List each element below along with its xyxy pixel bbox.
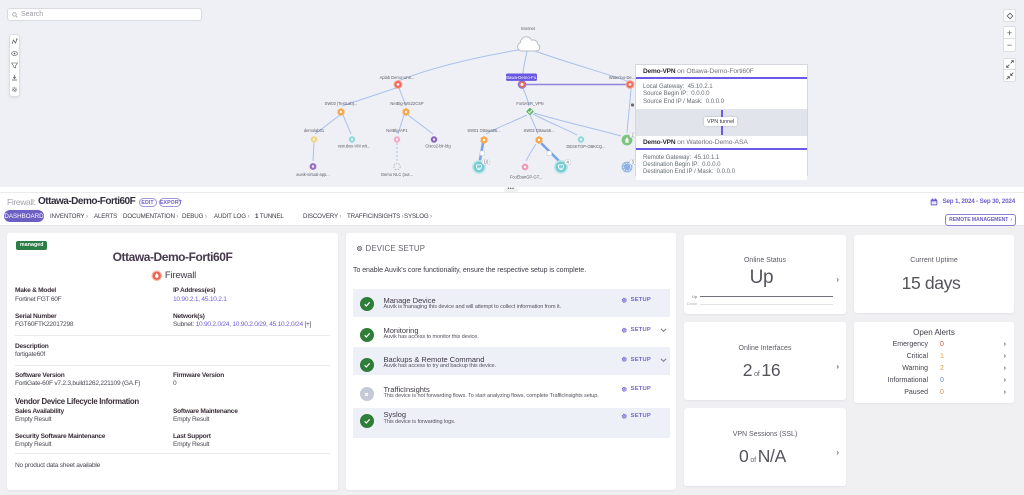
svg-text:DESKTOP-OBKCQ...: DESKTOP-OBKCQ... xyxy=(566,144,605,149)
svg-text:Ottawa-Demo-Fo...: Ottawa-Demo-Fo... xyxy=(503,75,540,80)
svg-text:NetBlg-WS22CSP: NetBlg-WS22CSP xyxy=(390,101,423,106)
svg-text:venubox-VM wit...: venubox-VM wit... xyxy=(338,144,371,149)
svg-text:Waterloo-De...: Waterloo-De... xyxy=(609,75,635,80)
svg-text:NetBlg-AP1: NetBlg-AP1 xyxy=(386,128,408,133)
svg-text:Cisco2-blr-blg: Cisco2-blr-blg xyxy=(425,144,451,149)
svg-text:4: 4 xyxy=(567,160,570,165)
svg-text:auvik-virtual-app...: auvik-virtual-app... xyxy=(296,172,329,177)
svg-text:Internet: Internet xyxy=(521,26,536,31)
svg-text:demolab01: demolab01 xyxy=(304,128,325,133)
svg-text:Demo NLC (out...: Demo NLC (out... xyxy=(381,172,413,177)
svg-text:SW03 (TestLab)...: SW03 (TestLab)... xyxy=(325,101,358,106)
svg-text:2: 2 xyxy=(632,133,635,138)
svg-text:Aplab Demo-Unn...: Aplab Demo-Unn... xyxy=(380,75,415,80)
svg-text:FortiASR_VPN: FortiASR_VPN xyxy=(516,101,543,106)
svg-text:SW01 Ottawa56...: SW01 Ottawa56... xyxy=(467,128,500,133)
svg-text:FcoEbanGP-GT...: FcoEbanGP-GT... xyxy=(510,175,542,180)
svg-text:10: 10 xyxy=(484,160,489,165)
svg-text:SW02 Ottawa5...: SW02 Ottawa5... xyxy=(524,128,555,133)
svg-text:3: 3 xyxy=(632,160,635,165)
